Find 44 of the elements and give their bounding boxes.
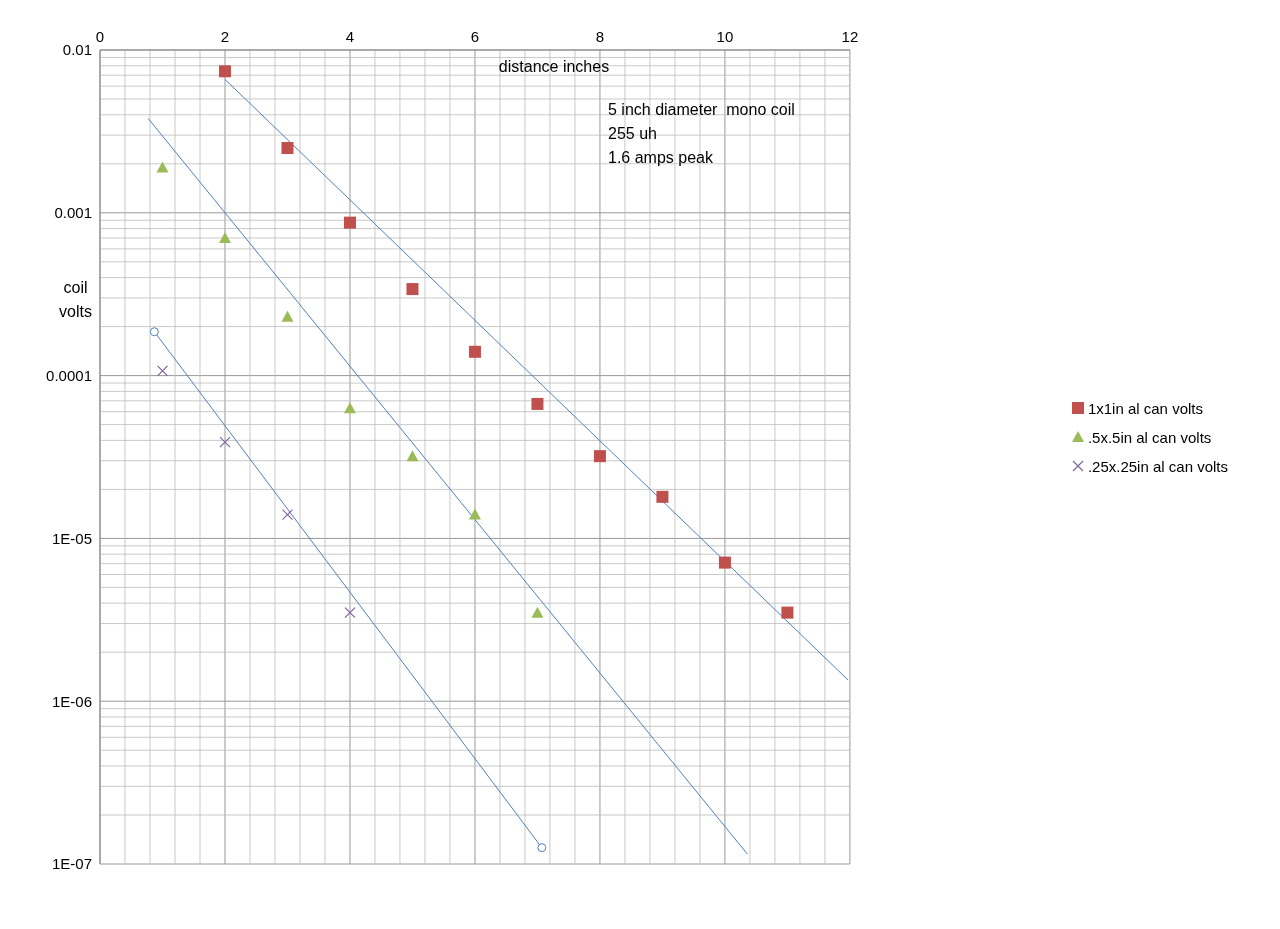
point [406,450,419,462]
point [656,490,669,503]
y-tick-label: 1E-06 [51,692,92,710]
y-tick-label: 1E-07 [51,855,92,873]
point [531,606,544,618]
point [219,436,231,448]
annotation: 255 uh [608,124,658,144]
annotation: 5 inch diameter mono coil [608,100,795,120]
point [343,216,356,229]
point [281,142,294,155]
x-tick-label: 10 [716,28,734,45]
point [218,65,231,78]
y-tick-label: 0.01 [62,41,92,59]
point [218,232,231,244]
point [406,283,419,296]
y-tick-label: 0.001 [54,204,92,222]
point [593,450,606,463]
x-tick-label: 8 [595,28,605,45]
x-tick-label: 0 [95,28,105,45]
point [156,161,169,173]
point [281,310,294,322]
legend-label: 1x1in al can volts [1087,399,1203,417]
x-axis-title: distance inches [497,58,611,76]
point [718,556,731,569]
legend-label: .5x.5in al can volts [1087,428,1212,446]
point [156,365,169,377]
point [149,327,159,337]
point [344,607,356,619]
x-tick-label: 6 [470,28,480,45]
legend-label: .25x.25in al can volts [1087,457,1228,475]
point [781,606,794,619]
y-axis-title: coil volts [58,278,93,322]
y-tick-label: 0.0001 [46,366,92,384]
x-tick-label: 2 [220,28,230,45]
x-tick-label: 12 [841,28,859,45]
x-tick-label: 4 [345,28,355,45]
point [531,397,544,410]
annotation: 1.6 amps peak [608,148,714,168]
point [468,508,481,520]
point [343,402,356,414]
point [281,509,294,521]
point [468,345,481,358]
point [537,843,547,853]
y-tick-label: 1E-05 [51,529,92,547]
